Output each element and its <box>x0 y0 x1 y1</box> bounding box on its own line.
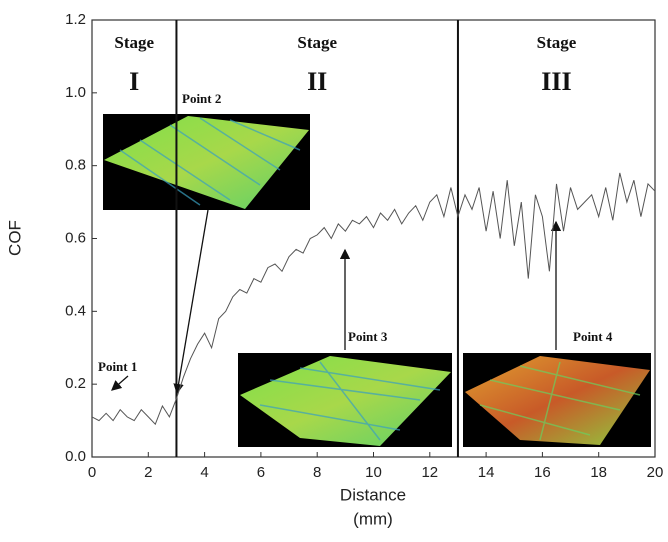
stage-title: Stage <box>537 33 577 52</box>
y-tick-label: 0.2 <box>65 375 86 392</box>
x-tick-label: 18 <box>590 464 607 481</box>
y-tick-label: 1.2 <box>65 11 86 28</box>
x-tick-label: 6 <box>257 464 265 481</box>
inset-surface <box>240 356 451 446</box>
y-tick-label: 0.0 <box>65 448 86 465</box>
x-axis-label: Distance <box>340 485 406 504</box>
x-tick-label: 12 <box>421 464 438 481</box>
y-tick-label: 0.4 <box>65 302 86 319</box>
x-tick-label: 14 <box>478 464 495 481</box>
x-tick-label: 16 <box>534 464 551 481</box>
inset-texture <box>479 361 641 441</box>
x-tick-label: 8 <box>313 464 321 481</box>
stage-numeral: II <box>307 67 327 96</box>
stage-numeral: III <box>541 67 571 96</box>
y-tick-label: 0.6 <box>65 229 86 246</box>
x-axis-unit: (mm) <box>353 509 393 528</box>
y-tick-label: 1.0 <box>65 84 86 101</box>
annotation: Point 3 <box>348 329 388 344</box>
y-axis-label: COF <box>5 220 24 256</box>
x-tick-label: 0 <box>88 464 96 481</box>
annotation: Point 1 <box>98 359 137 374</box>
x-tick-label: 10 <box>365 464 382 481</box>
stage-numeral: I <box>129 67 139 96</box>
arrow <box>111 375 129 391</box>
inset-texture <box>119 117 301 206</box>
y-tick-label: 0.8 <box>65 157 86 174</box>
inset-texture <box>259 361 441 441</box>
inset-surface <box>104 116 309 209</box>
insets <box>103 114 651 447</box>
x-tick-label: 4 <box>200 464 208 481</box>
stage-title: Stage <box>114 33 154 52</box>
x-tick-label: 20 <box>647 464 664 481</box>
annotation: Point 2 <box>182 91 221 106</box>
arrow <box>173 209 209 395</box>
annotation: Point 4 <box>573 329 613 344</box>
stage-title: Stage <box>297 33 337 52</box>
data-line <box>91 172 656 426</box>
inset-surface <box>465 356 650 445</box>
x-tick-label: 2 <box>144 464 152 481</box>
